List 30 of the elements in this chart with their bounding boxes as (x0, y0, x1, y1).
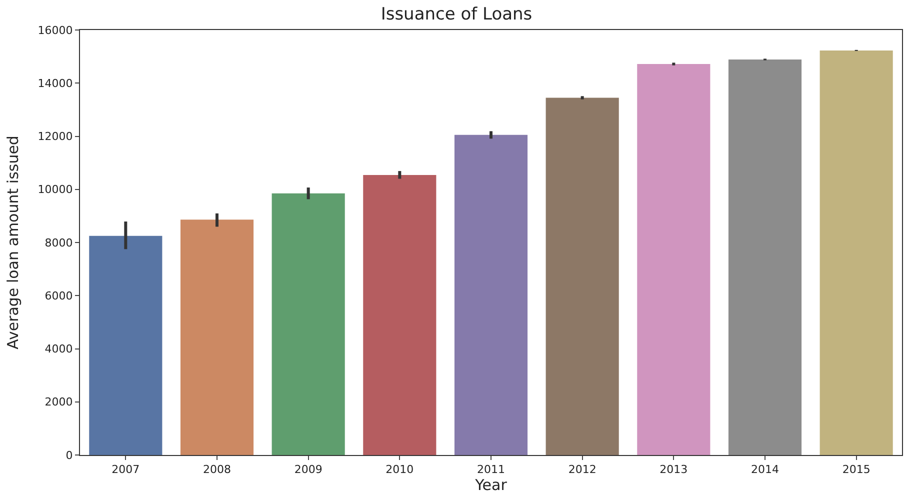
y-tick-label: 0 (66, 448, 73, 462)
chart-title: Issuance of Loans (380, 4, 532, 24)
y-tick-label: 4000 (44, 342, 73, 356)
y-tick-label: 12000 (38, 130, 73, 144)
y-tick-label: 10000 (38, 183, 73, 196)
y-tick-label: 8000 (44, 236, 73, 250)
x-tick-label: 2011 (477, 463, 505, 476)
x-tick-label: 2009 (294, 463, 322, 476)
y-tick-label: 6000 (44, 289, 73, 302)
bar (637, 64, 710, 455)
bar (363, 175, 436, 455)
y-tick-label: 2000 (44, 396, 73, 409)
x-tick-label: 2010 (386, 463, 414, 476)
bar (728, 59, 802, 455)
bar (89, 236, 162, 455)
x-axis-title: Year (474, 476, 508, 494)
y-tick-label: 14000 (38, 76, 73, 90)
bar (454, 134, 528, 455)
bar (820, 50, 893, 455)
bar (546, 98, 619, 455)
y-axis-title: Average loan amount issued (4, 136, 22, 350)
x-tick-label: 2012 (568, 463, 596, 476)
x-tick-label: 2008 (203, 463, 231, 476)
bar (180, 220, 254, 455)
x-tick-label: 2013 (660, 463, 688, 476)
x-tick-label: 2007 (112, 463, 140, 476)
bar (272, 193, 345, 455)
y-tick-label: 16000 (38, 24, 73, 37)
x-tick-label: 2015 (842, 463, 870, 476)
x-tick-label: 2014 (751, 463, 779, 476)
